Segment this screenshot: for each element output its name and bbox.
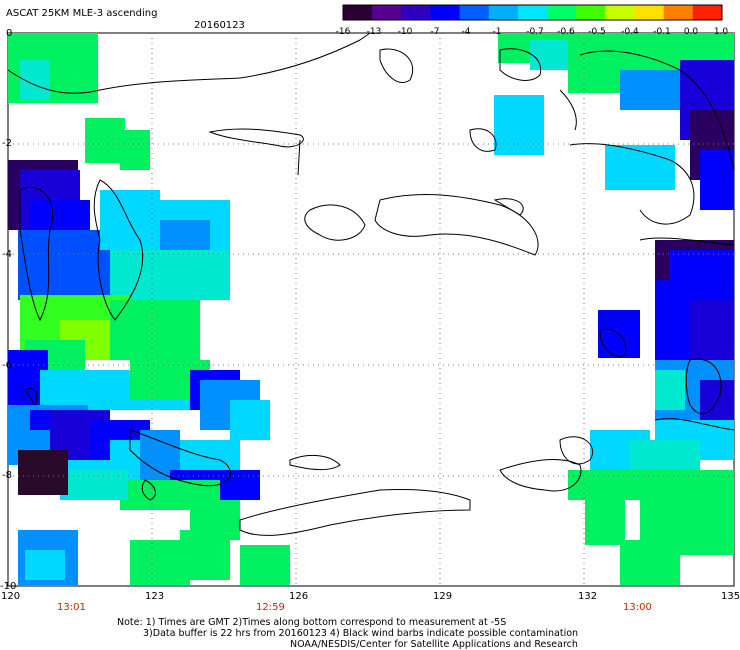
coastline	[499, 459, 582, 492]
colorbar-segment	[663, 5, 694, 20]
swath-cell	[620, 540, 680, 585]
coastline	[24, 388, 38, 406]
coastline	[93, 179, 144, 321]
swath-cell	[230, 400, 270, 440]
colorbar-label: -0.4	[621, 27, 639, 37]
colorbar-label: -16	[335, 27, 351, 37]
colorbar-label: -0.7	[526, 27, 544, 37]
swath-cell	[655, 370, 685, 410]
coastline-layer	[7, 32, 735, 536]
colorbar-label: -0.6	[557, 27, 575, 37]
colorbar-segment	[459, 5, 490, 20]
lat-label: -6	[2, 360, 12, 371]
swath-cell	[30, 410, 50, 430]
lon-label: 123	[145, 591, 165, 602]
colorbar-label: -7	[430, 27, 440, 37]
pass-time: 13:01	[57, 602, 86, 613]
colorbar-segment	[605, 5, 636, 20]
coastline	[569, 143, 695, 225]
colorbar-label: -0.1	[653, 27, 671, 37]
swath-cell	[18, 450, 68, 495]
lon-label: 132	[578, 591, 598, 602]
colorbar-segment	[547, 5, 577, 20]
coastline	[129, 429, 231, 487]
colorbar-label: -1	[492, 27, 502, 37]
colorbar-label: 1.0	[713, 27, 729, 37]
coastline	[19, 186, 54, 322]
colorbar-segment	[343, 5, 373, 20]
lon-label: 135	[721, 591, 740, 602]
colorbar-label: 0.0	[683, 27, 699, 37]
coastline	[654, 418, 735, 431]
coastline	[239, 489, 471, 536]
map-title: ASCAT 25KM MLE-3 ascending	[6, 8, 158, 19]
lat-label: -4	[2, 249, 12, 260]
colorbar-segment	[576, 5, 606, 20]
coastline	[7, 32, 371, 94]
swath-cell	[68, 470, 128, 500]
swath-cell	[120, 130, 150, 170]
coastline	[499, 48, 542, 81]
lat-label: -10	[0, 581, 17, 592]
coastline	[141, 479, 156, 501]
swath-cell	[585, 500, 625, 545]
colorbar-segment	[517, 5, 548, 20]
lon-label: 126	[289, 591, 309, 602]
swath-cell	[240, 545, 290, 585]
colorbar-segment	[372, 5, 402, 20]
coastline	[685, 358, 722, 415]
coastline	[289, 454, 341, 470]
colorbar-label: -4	[461, 27, 471, 37]
colorbar-segment	[488, 5, 519, 20]
coastline	[639, 237, 735, 246]
colorbar-segment	[634, 5, 665, 20]
coastline	[208, 128, 304, 148]
swath-cell	[85, 118, 125, 163]
map-date: 20160123	[194, 20, 245, 31]
swath-cell	[110, 250, 230, 300]
mle-swath-layer	[8, 33, 734, 585]
swath-cell	[25, 550, 65, 580]
pass-time: 12:59	[256, 602, 285, 613]
swath-cell	[494, 95, 544, 155]
lat-label: 0	[6, 28, 13, 39]
note-line-1: Note: 1) Times are GMT 2)Times along bot…	[117, 617, 507, 628]
swath-cell	[605, 145, 675, 190]
swath-cell	[720, 520, 734, 550]
swath-cell	[180, 530, 230, 580]
lat-lon-grid	[8, 33, 734, 586]
swath-cell	[110, 300, 200, 360]
swath-cell	[690, 300, 734, 360]
coastline	[493, 198, 524, 216]
lon-label: 120	[1, 591, 21, 602]
colorbar-label: -10	[397, 27, 413, 37]
note-line-2: 3)Data buffer is 22 hrs from 20160123 4)…	[143, 628, 579, 639]
colorbar-border	[342, 4, 723, 21]
coastline	[297, 139, 301, 176]
colorbar-label: -13	[366, 27, 382, 37]
colorbar-segment	[430, 5, 461, 20]
coastline	[559, 89, 577, 131]
coastline	[469, 128, 497, 152]
coastline	[599, 328, 627, 357]
colorbar-segment	[692, 5, 723, 20]
note-line-3: NOAA/NESDIS/Center for Satellite Applica…	[290, 639, 578, 650]
lat-label: -2	[2, 138, 12, 149]
colorbar	[342, 4, 723, 21]
pass-time: 13:00	[623, 602, 652, 613]
coastline	[379, 48, 414, 83]
coastline	[374, 194, 539, 256]
lat-label: -8	[2, 470, 12, 481]
coastline	[579, 50, 735, 171]
coastline	[559, 436, 594, 465]
colorbar-label: -0.5	[588, 27, 606, 37]
coastline	[304, 204, 366, 241]
swath-cell	[700, 150, 734, 210]
colorbar-segment	[401, 5, 431, 20]
lon-label: 129	[433, 591, 453, 602]
